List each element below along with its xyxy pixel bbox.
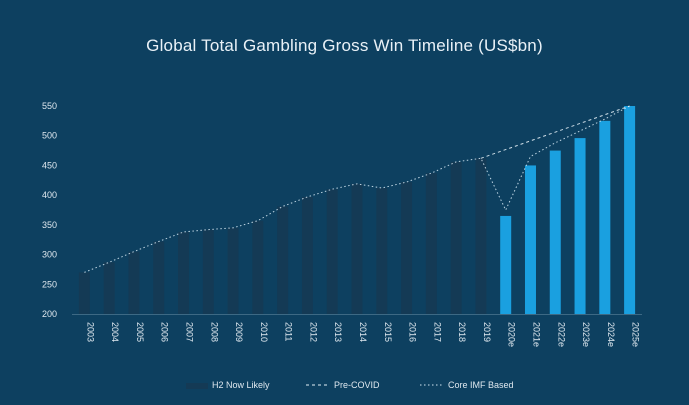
- bar-2009: [227, 227, 239, 314]
- bar-2005: [128, 251, 140, 314]
- bar-2018: [450, 161, 462, 314]
- y-tick-label: 250: [42, 279, 57, 289]
- x-tick-label: 2014: [358, 322, 368, 342]
- x-tick-label: 2006: [160, 322, 170, 342]
- x-tick-label: 2009: [234, 322, 244, 342]
- bar-2024e: [599, 120, 611, 314]
- x-tick-label: 2003: [85, 322, 95, 342]
- y-tick-label: 550: [42, 101, 57, 111]
- bar-2014: [351, 183, 363, 314]
- bar-2021e: [524, 165, 536, 314]
- x-tick-label: 2004: [110, 322, 120, 342]
- bar-2010: [252, 220, 264, 314]
- bar-2015: [376, 188, 388, 314]
- bar-2003: [78, 272, 90, 314]
- x-tick-label: 2022e: [556, 322, 566, 347]
- x-tick-label: 2012: [308, 322, 318, 342]
- y-tick-label: 450: [42, 160, 57, 170]
- x-tick-label: 2021e: [531, 322, 541, 347]
- x-tick-label: 2015: [383, 322, 393, 342]
- x-tick-label: 2020e: [507, 322, 517, 347]
- bar-2008: [202, 229, 214, 314]
- bar-2019: [475, 158, 487, 314]
- x-tick-label: 2013: [333, 322, 343, 342]
- x-tick-label: 2007: [185, 322, 195, 342]
- x-tick-label: 2024e: [606, 322, 616, 347]
- bar-2013: [326, 189, 338, 314]
- bar-2020e: [500, 215, 512, 314]
- y-tick-label: 300: [42, 250, 57, 260]
- x-tick-label: 2016: [408, 322, 418, 342]
- legend-label-precovid: Pre-COVID: [334, 380, 380, 390]
- x-tick-label: 2023e: [581, 322, 591, 347]
- x-tick-label: 2019: [482, 322, 492, 342]
- bar-2011: [277, 206, 289, 314]
- legend-label-imf: Core IMF Based: [448, 380, 514, 390]
- bar-2022e: [549, 150, 561, 314]
- bar-2006: [153, 241, 165, 314]
- x-tick-label: 2017: [432, 322, 442, 342]
- x-tick-label: 2010: [259, 322, 269, 342]
- y-tick-label: 200: [42, 309, 57, 319]
- x-tick-label: 2011: [284, 322, 294, 341]
- legend-swatch-h2: [186, 383, 208, 389]
- y-tick-label: 500: [42, 131, 57, 141]
- bar-2016: [401, 182, 413, 314]
- bar-2012: [301, 196, 313, 314]
- x-tick-label: 2005: [135, 322, 145, 342]
- chart-title: Global Total Gambling Gross Win Timeline…: [146, 36, 543, 55]
- bar-2025e: [624, 106, 636, 314]
- pre-covid-line: [480, 105, 630, 159]
- x-tick-label: 2018: [457, 322, 467, 342]
- legend-label-h2: H2 Now Likely: [212, 380, 270, 390]
- bar-2023e: [574, 138, 586, 314]
- core-imf-line: [84, 105, 630, 273]
- y-tick-label: 350: [42, 220, 57, 230]
- bar-2007: [178, 231, 190, 314]
- x-tick-label: 2025e: [631, 322, 641, 347]
- bar-2004: [103, 262, 115, 314]
- bar-2017: [425, 173, 437, 314]
- x-tick-label: 2008: [209, 322, 219, 342]
- y-tick-label: 400: [42, 190, 57, 200]
